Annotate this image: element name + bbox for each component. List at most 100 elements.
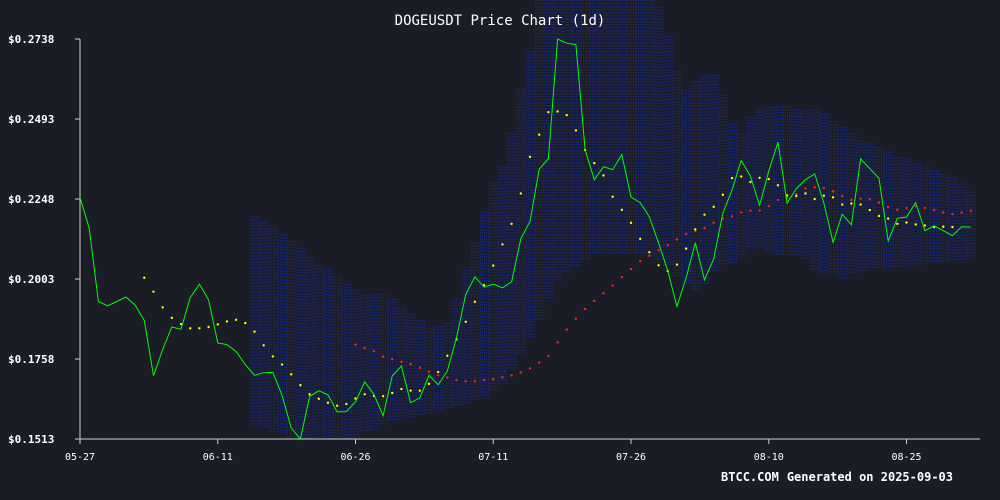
ma20-point — [152, 290, 155, 293]
ma20-point — [528, 155, 532, 159]
ma50-point — [657, 249, 660, 252]
ma50-point — [574, 317, 578, 321]
ma50-series — [354, 186, 973, 383]
ma50-point — [482, 378, 486, 382]
ma50-point — [427, 370, 431, 373]
ma50-point — [951, 212, 954, 216]
ma20-point — [556, 110, 559, 113]
ma50-point — [648, 254, 651, 258]
ma50-point — [822, 186, 826, 190]
ma20-point — [767, 177, 770, 181]
ma50-point — [675, 238, 679, 241]
ma50-point — [381, 355, 385, 358]
ma20-point — [427, 382, 431, 386]
ma50-point — [960, 211, 963, 214]
ma50-point — [886, 205, 890, 209]
ma20-point — [850, 202, 853, 205]
ma50-point — [666, 243, 669, 247]
price-line — [79, 38, 971, 441]
ma20-point — [446, 354, 449, 357]
ma20-point — [639, 237, 642, 241]
ma20-point — [299, 383, 302, 387]
ma50-point — [749, 209, 752, 212]
ma50-point — [896, 208, 899, 211]
ma50-point — [932, 208, 936, 212]
ma50-point — [877, 201, 881, 204]
ma50-point — [629, 268, 633, 271]
ma20-point — [841, 203, 844, 206]
ma20-point — [822, 194, 826, 197]
ma50-point — [767, 204, 770, 208]
ma20-point — [776, 184, 780, 187]
ma20-point — [179, 322, 183, 326]
ma50-point — [905, 206, 908, 210]
ma20-point — [740, 175, 743, 178]
ma50-point — [372, 349, 376, 353]
ma20-point — [391, 391, 394, 395]
ma20-point — [629, 221, 633, 225]
ma20-point — [280, 363, 284, 366]
ma20-point — [262, 344, 265, 347]
ma50-point — [942, 211, 945, 214]
x-tick-label: 05-27 — [65, 452, 95, 463]
ma20-point — [730, 176, 734, 180]
ma50-point — [620, 275, 624, 279]
ma50-point — [391, 357, 394, 361]
ma50-point — [418, 366, 421, 370]
ma20-point — [574, 129, 578, 132]
chart-footer: BTCC.COM Generated on 2025-09-03 — [721, 470, 953, 484]
ma20-point — [547, 110, 550, 114]
ma20-point — [317, 397, 320, 401]
ma50-point — [519, 371, 523, 374]
ma20-point — [868, 208, 871, 212]
ma20-point — [657, 264, 660, 267]
ma20-point — [951, 225, 954, 229]
chart-title: DOGEUSDT Price Chart (1d) — [394, 13, 606, 29]
y-tick-label: $0.2248 — [8, 193, 54, 206]
ma50-point — [473, 380, 477, 383]
ma50-point — [684, 232, 688, 236]
ma20-point — [244, 321, 247, 325]
y-tick-label: $0.1513 — [8, 433, 54, 446]
ma50-point — [712, 221, 715, 225]
footer-brand: BTCC.COM — [721, 470, 779, 484]
x-tick-label: 07-11 — [478, 452, 508, 463]
ma50-point — [455, 379, 458, 382]
ma50-point — [400, 360, 403, 364]
ma50-point — [868, 198, 871, 201]
ma20-point — [565, 113, 568, 117]
ma50-point — [831, 190, 835, 193]
ma20-point — [602, 174, 605, 177]
ma50-point — [758, 209, 761, 212]
ma20-point — [161, 306, 164, 309]
x-tick-label: 06-26 — [340, 452, 370, 463]
ma20-point — [335, 404, 339, 407]
ma50-point — [969, 209, 973, 212]
ma50-point — [501, 376, 504, 379]
bollinger-band — [250, 0, 976, 439]
ma20-point — [381, 395, 385, 398]
y-tick-label: $0.2738 — [8, 33, 54, 46]
ma50-point — [354, 343, 357, 346]
ma50-point — [850, 198, 853, 202]
ma50-point — [776, 198, 780, 202]
ma20-point — [877, 214, 881, 218]
ma20-point — [859, 203, 862, 206]
ma50-point — [583, 307, 587, 311]
ma20-point — [170, 316, 174, 320]
ma50-point — [795, 192, 798, 196]
ma50-point — [639, 259, 642, 263]
ma20-point — [225, 320, 229, 323]
ma20-point — [510, 222, 513, 226]
y-tick-label: $0.2003 — [8, 273, 54, 286]
ma20-point — [492, 264, 495, 267]
ma20-point — [326, 401, 330, 404]
ma20-point — [189, 327, 192, 330]
ma20-point — [409, 389, 412, 392]
ma20-point — [905, 221, 908, 224]
y-tick-label: $0.1758 — [8, 353, 54, 366]
ma20-point — [712, 205, 715, 209]
y-tick-label: $0.2493 — [8, 113, 54, 126]
